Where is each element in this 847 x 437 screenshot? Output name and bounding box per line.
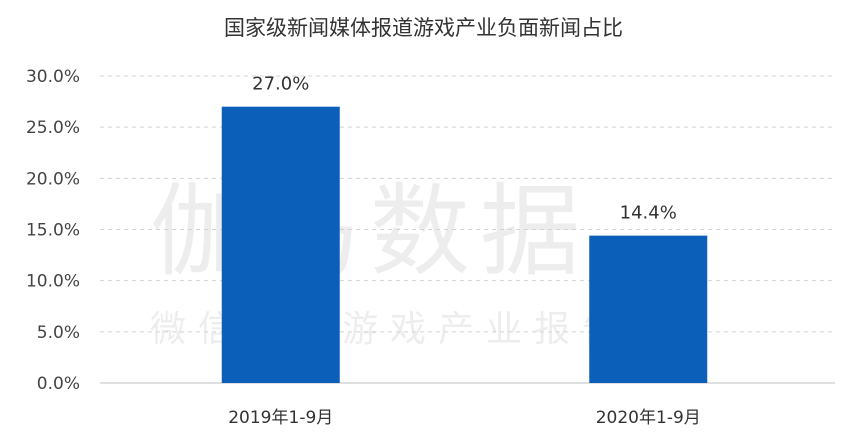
y-tick-label: 5.0% <box>37 323 80 343</box>
bar <box>221 106 340 383</box>
y-tick-label: 30.0% <box>26 67 80 87</box>
y-tick-label: 15.0% <box>26 221 80 241</box>
x-tick-label: 2020年1-9月 <box>596 408 701 428</box>
watermark-main: 伽马数据 <box>150 173 590 290</box>
data-label: 27.0% <box>252 74 309 95</box>
y-tick-label: 0.0% <box>37 374 80 394</box>
y-tick-label: 25.0% <box>26 118 80 138</box>
y-tick-label: 20.0% <box>26 169 80 189</box>
data-label: 14.4% <box>620 203 677 224</box>
y-tick-label: 10.0% <box>26 272 80 292</box>
bar <box>589 235 708 383</box>
chart-title: 国家级新闻媒体报道游戏产业负面新闻占比 <box>224 16 623 40</box>
x-tick-label: 2019年1-9月 <box>228 408 333 428</box>
